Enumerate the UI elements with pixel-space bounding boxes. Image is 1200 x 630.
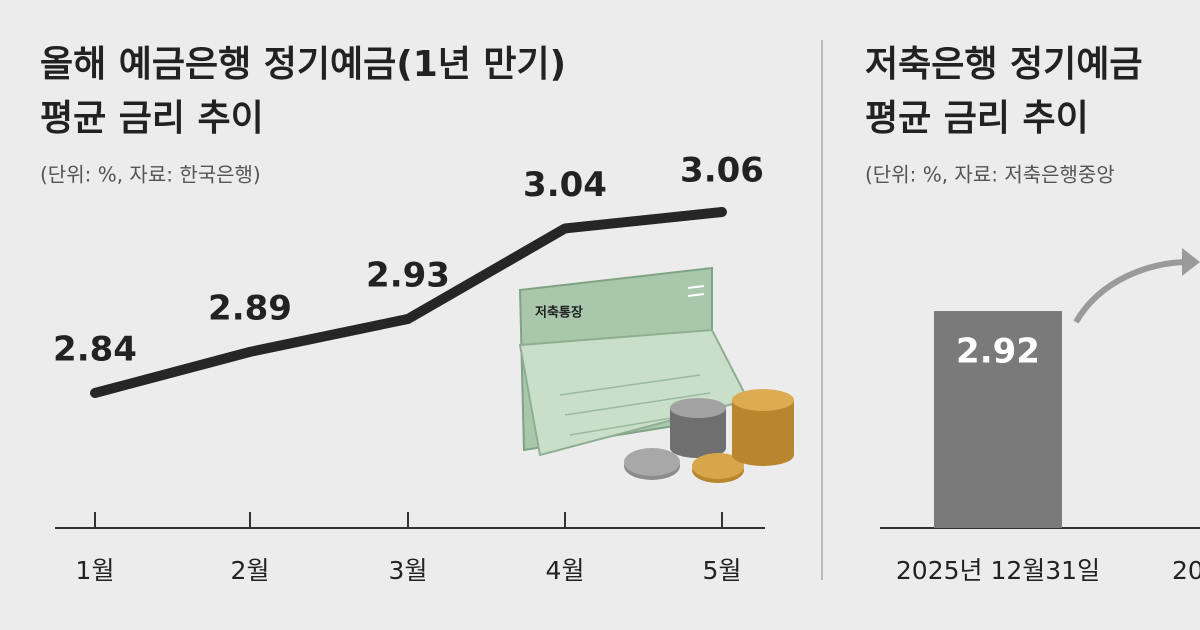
chart-title: 저축은행 정기예금 xyxy=(865,44,1143,85)
chart-subtitle: (단위: %, 자료: 한국은행) xyxy=(40,163,261,187)
x-tick-label: 1월 xyxy=(76,556,115,585)
trend-arrow-head xyxy=(1182,248,1200,276)
passbook-label: 저축통장 xyxy=(535,305,583,321)
x-tick-label: 2025년 12월31일 xyxy=(896,556,1100,585)
data-label: 3.06 xyxy=(680,151,764,191)
data-label: 2.84 xyxy=(53,330,137,370)
x-tick-label: 3월 xyxy=(389,556,428,585)
x-tick-label: 4월 xyxy=(546,556,585,585)
passbook-illustration: 저축통장 xyxy=(518,266,794,483)
line xyxy=(90,207,727,398)
data-label: 2.93 xyxy=(366,255,450,295)
bar xyxy=(934,311,1062,528)
data-label: 2.89 xyxy=(208,288,292,328)
data-label: 3.04 xyxy=(523,165,607,205)
trend-arrow xyxy=(1073,259,1189,324)
x-tick-label: 5월 xyxy=(703,556,742,585)
x-tick-label: 20 xyxy=(1172,556,1200,585)
chart-title: 올해 예금은행 정기예금(1년 만기) xyxy=(40,44,566,85)
data-label: 2.92 xyxy=(956,332,1040,372)
x-tick-label: 2월 xyxy=(231,556,270,585)
chart-title: 평균 금리 추이 xyxy=(40,98,264,139)
chart-title: 평균 금리 추이 xyxy=(865,98,1089,139)
chart-subtitle: (단위: %, 자료: 저축은행중앙 xyxy=(865,163,1115,187)
